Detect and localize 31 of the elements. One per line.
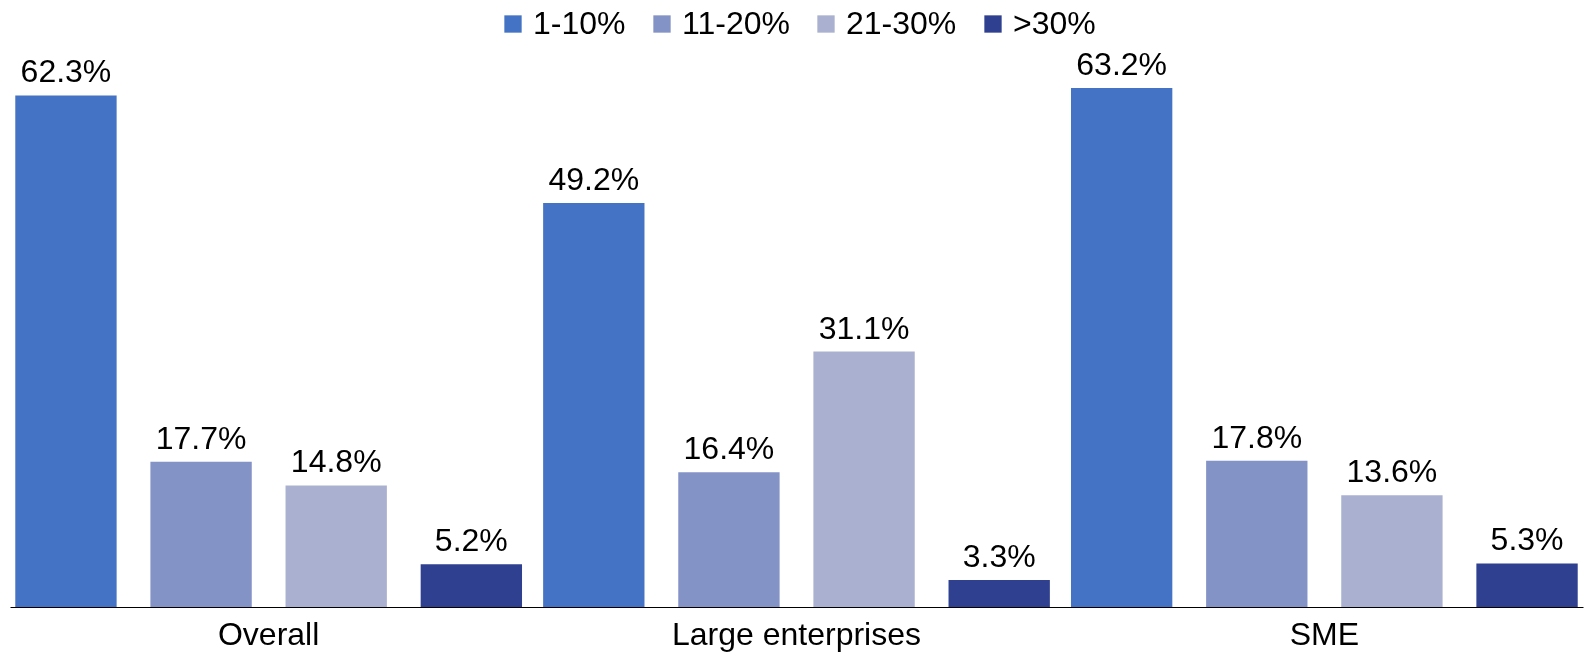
bar (150, 461, 252, 607)
legend-label: 11-20% (682, 5, 790, 41)
data-label: 63.2% (1076, 46, 1168, 82)
data-label: 14.8% (290, 443, 382, 480)
legend-label: 21-30% (846, 5, 957, 41)
bar (813, 351, 915, 607)
x-tick-label: SME (1289, 615, 1360, 652)
bar (543, 202, 645, 607)
x-tick-label: Overall (217, 615, 320, 652)
x-tick-label: Large enterprises (671, 615, 922, 652)
data-label: 3.3% (962, 537, 1036, 574)
data-label: 31.1% (818, 309, 910, 346)
data-label: 62.3% (20, 53, 112, 90)
data-label: 13.6% (1346, 453, 1438, 490)
data-label: 16.4% (683, 430, 775, 467)
legend-label: >30% (1013, 5, 1096, 41)
data-label: 17.7% (155, 419, 247, 456)
bar (420, 564, 523, 607)
bar (1070, 88, 1173, 607)
data-label: 5.2% (434, 522, 508, 559)
bar (1476, 563, 1578, 607)
bar (1341, 495, 1443, 607)
bar (285, 485, 387, 607)
bar (948, 579, 1050, 607)
bar (678, 472, 780, 607)
bar (15, 95, 117, 607)
bar (1206, 460, 1308, 607)
data-label: 5.3% (1490, 521, 1564, 558)
data-label: 17.8% (1211, 418, 1303, 455)
legend-label: 1-10% (533, 5, 626, 41)
data-label: 49.2% (548, 160, 640, 197)
